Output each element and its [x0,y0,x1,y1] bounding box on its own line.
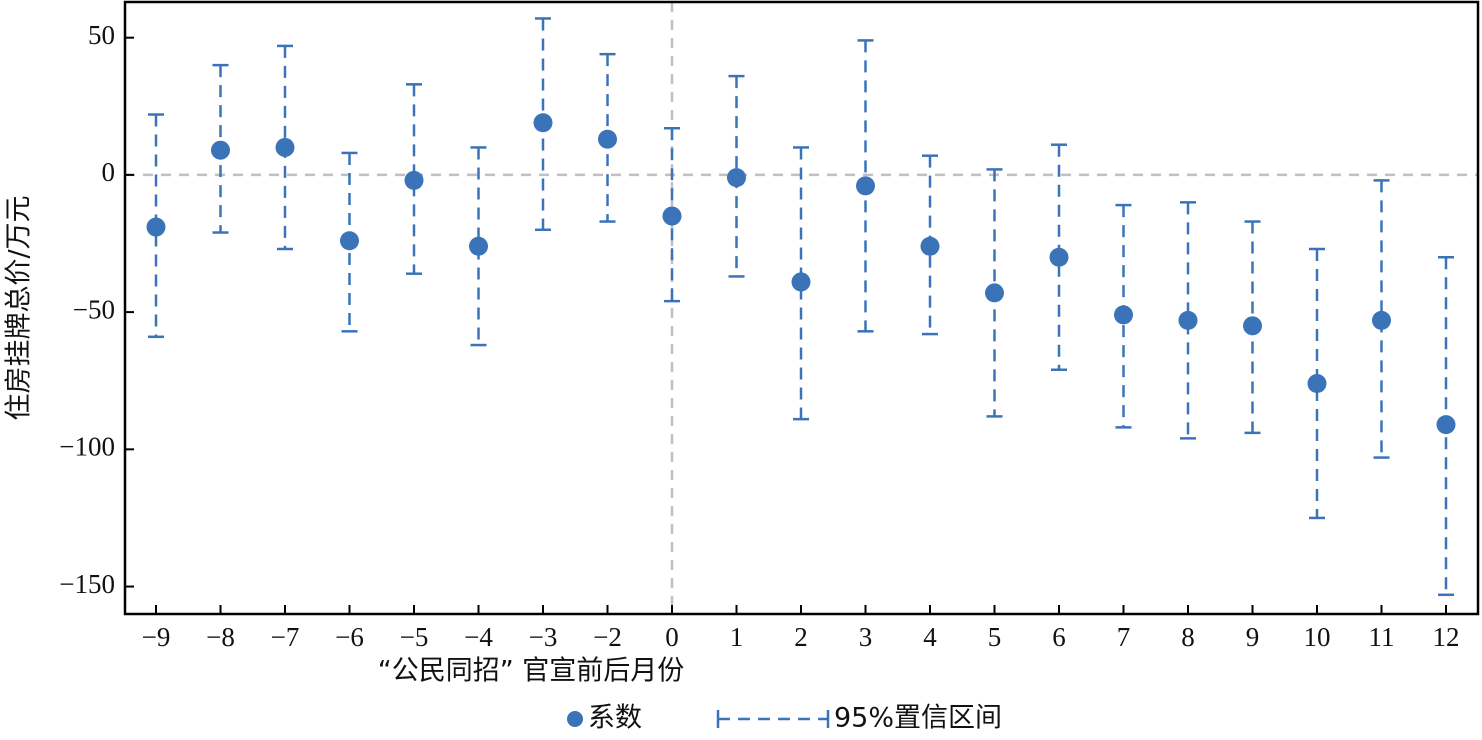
y-tick-label: −150 [59,569,115,599]
x-axis-title: “公民同招” 官宣前后月份 [378,656,685,687]
coefficient-point [1436,415,1456,435]
coefficient-point [1178,310,1198,330]
x-tick-label: 4 [923,622,937,652]
coefficient-point [340,231,359,251]
y-tick-label: 0 [102,157,116,187]
errorbar [1051,143,1067,371]
coefficient-point [1307,373,1327,393]
coefficient-point [598,129,617,149]
x-tick-label: 11 [1369,622,1395,652]
x-tick-label: 6 [1052,622,1066,652]
x-tick-label: 8 [1181,622,1195,652]
coefficient-point [985,283,1004,303]
x-axis: −9 −8 −7 −6 −5 −4 −3 −2 0 1 2 3 4 5 6 7 8 9 10 11 12 [142,605,1460,652]
x-tick-label: −7 [271,622,300,652]
coefficient-point [1114,305,1133,325]
x-tick-label: 10 [1304,622,1331,652]
x-tick-label: −5 [400,622,429,652]
coefficient-point [404,170,424,190]
coefficient-point [791,272,811,292]
errorbar [470,146,487,347]
y-tick-label: −100 [59,432,115,462]
legend: 系数 95%置信区间 [567,703,1002,734]
coefficient-point [727,168,746,188]
x-tick-label: 7 [1117,622,1131,652]
legend-label-ci: 95%置信区间 [834,703,1002,734]
y-tick-label: 50 [88,20,115,50]
y-axis-title: 住房挂牌总价/万元 [4,195,35,420]
coefficient-point [469,236,488,256]
coefficient-point [275,137,295,157]
coefficient-point [211,140,230,160]
coefficient-point [920,236,940,256]
errorbar [406,83,422,275]
errorbar [1373,179,1390,459]
y-tick-label: −50 [73,294,115,324]
coefficient-point [1243,316,1262,336]
coefficient-point [533,113,553,133]
y-axis: 50 0 −50 −100 −150 [59,20,134,599]
x-tick-label: 3 [859,622,873,652]
x-tick-label: 9 [1246,622,1260,652]
x-tick-label: −6 [335,622,364,652]
errorbar [793,146,809,421]
coefficient-point [1372,310,1391,330]
x-tick-label: 1 [730,622,744,652]
legend-label-coefficient: 系数 [588,703,642,734]
errorbar [1180,201,1196,440]
x-tick-label: −8 [206,622,235,652]
coefficient-point [1049,247,1069,267]
errorbar [1309,247,1325,520]
coefficient-point [146,217,166,237]
x-tick-label: 12 [1433,622,1460,652]
errorbars [148,17,1454,597]
x-tick-label: −2 [593,622,622,652]
coefficient-point [662,206,682,226]
x-tick-label: −9 [142,622,171,652]
x-tick-label: 2 [794,622,808,652]
coefficient-point [856,176,875,196]
x-tick-label: 0 [665,622,679,652]
x-tick-label: 5 [988,622,1002,652]
x-tick-label: −4 [464,622,493,652]
legend-point-marker [567,711,583,727]
points [146,113,1456,435]
x-tick-label: −3 [529,622,558,652]
